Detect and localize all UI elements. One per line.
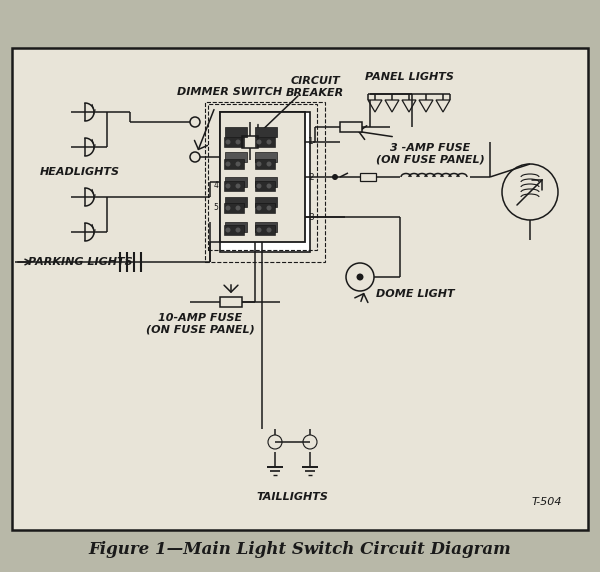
Bar [340, 122, 362, 132]
Bar [225, 127, 247, 137]
Circle shape [266, 140, 271, 145]
Bar [220, 112, 305, 242]
Circle shape [257, 205, 262, 210]
Circle shape [226, 161, 230, 166]
Text: DIMMER SWITCH: DIMMER SWITCH [178, 87, 283, 97]
Text: PANEL LIGHTS: PANEL LIGHTS [365, 72, 454, 82]
Circle shape [257, 228, 262, 232]
Bar [225, 222, 247, 232]
Bar [225, 177, 247, 187]
Circle shape [266, 161, 271, 166]
Text: 4: 4 [213, 181, 218, 190]
Text: 2: 2 [308, 173, 314, 181]
Circle shape [257, 161, 262, 166]
Text: HEADLIGHTS: HEADLIGHTS [40, 167, 120, 177]
Text: 3: 3 [308, 213, 314, 221]
Bar [225, 197, 247, 207]
Text: 10-AMP FUSE
(ON FUSE PANEL): 10-AMP FUSE (ON FUSE PANEL) [146, 313, 254, 335]
Circle shape [226, 205, 230, 210]
Text: 5: 5 [213, 204, 218, 213]
Circle shape [226, 184, 230, 189]
Bar [225, 152, 247, 162]
Circle shape [257, 184, 262, 189]
Bar [255, 127, 277, 137]
Circle shape [226, 140, 230, 145]
Bar [224, 159, 244, 169]
Bar [208, 104, 317, 250]
Bar [255, 197, 277, 207]
Bar [255, 181, 275, 191]
Circle shape [235, 228, 241, 232]
Bar [224, 203, 244, 213]
Bar [255, 225, 275, 235]
Bar [205, 102, 325, 262]
Text: T-504: T-504 [532, 497, 562, 507]
Bar [255, 159, 275, 169]
Text: TAILLIGHTS: TAILLIGHTS [256, 492, 328, 502]
Bar [255, 203, 275, 213]
Bar [224, 181, 244, 191]
Circle shape [235, 184, 241, 189]
Bar [255, 222, 277, 232]
Text: PARKING LIGHTS: PARKING LIGHTS [28, 257, 133, 267]
Bar [255, 152, 277, 162]
Text: DOME LIGHT: DOME LIGHT [376, 289, 454, 299]
Circle shape [356, 273, 364, 280]
Text: Figure 1—Main Light Switch Circuit Diagram: Figure 1—Main Light Switch Circuit Diagr… [89, 542, 511, 558]
Bar [220, 112, 310, 252]
Bar [224, 225, 244, 235]
Bar [224, 137, 244, 147]
Circle shape [235, 205, 241, 210]
Bar [12, 48, 588, 530]
Bar [255, 177, 277, 187]
Text: 3 -AMP FUSE
(ON FUSE PANEL): 3 -AMP FUSE (ON FUSE PANEL) [376, 143, 484, 165]
Circle shape [235, 161, 241, 166]
Circle shape [235, 140, 241, 145]
Bar [242, 136, 258, 148]
Circle shape [266, 228, 271, 232]
Bar [255, 137, 275, 147]
Bar [360, 173, 376, 181]
Circle shape [257, 140, 262, 145]
Circle shape [226, 228, 230, 232]
Circle shape [266, 205, 271, 210]
Bar [220, 297, 242, 307]
Circle shape [266, 184, 271, 189]
Circle shape [332, 174, 338, 180]
Text: CIRCUIT
BREAKER: CIRCUIT BREAKER [286, 76, 344, 98]
Text: 1: 1 [308, 137, 314, 146]
